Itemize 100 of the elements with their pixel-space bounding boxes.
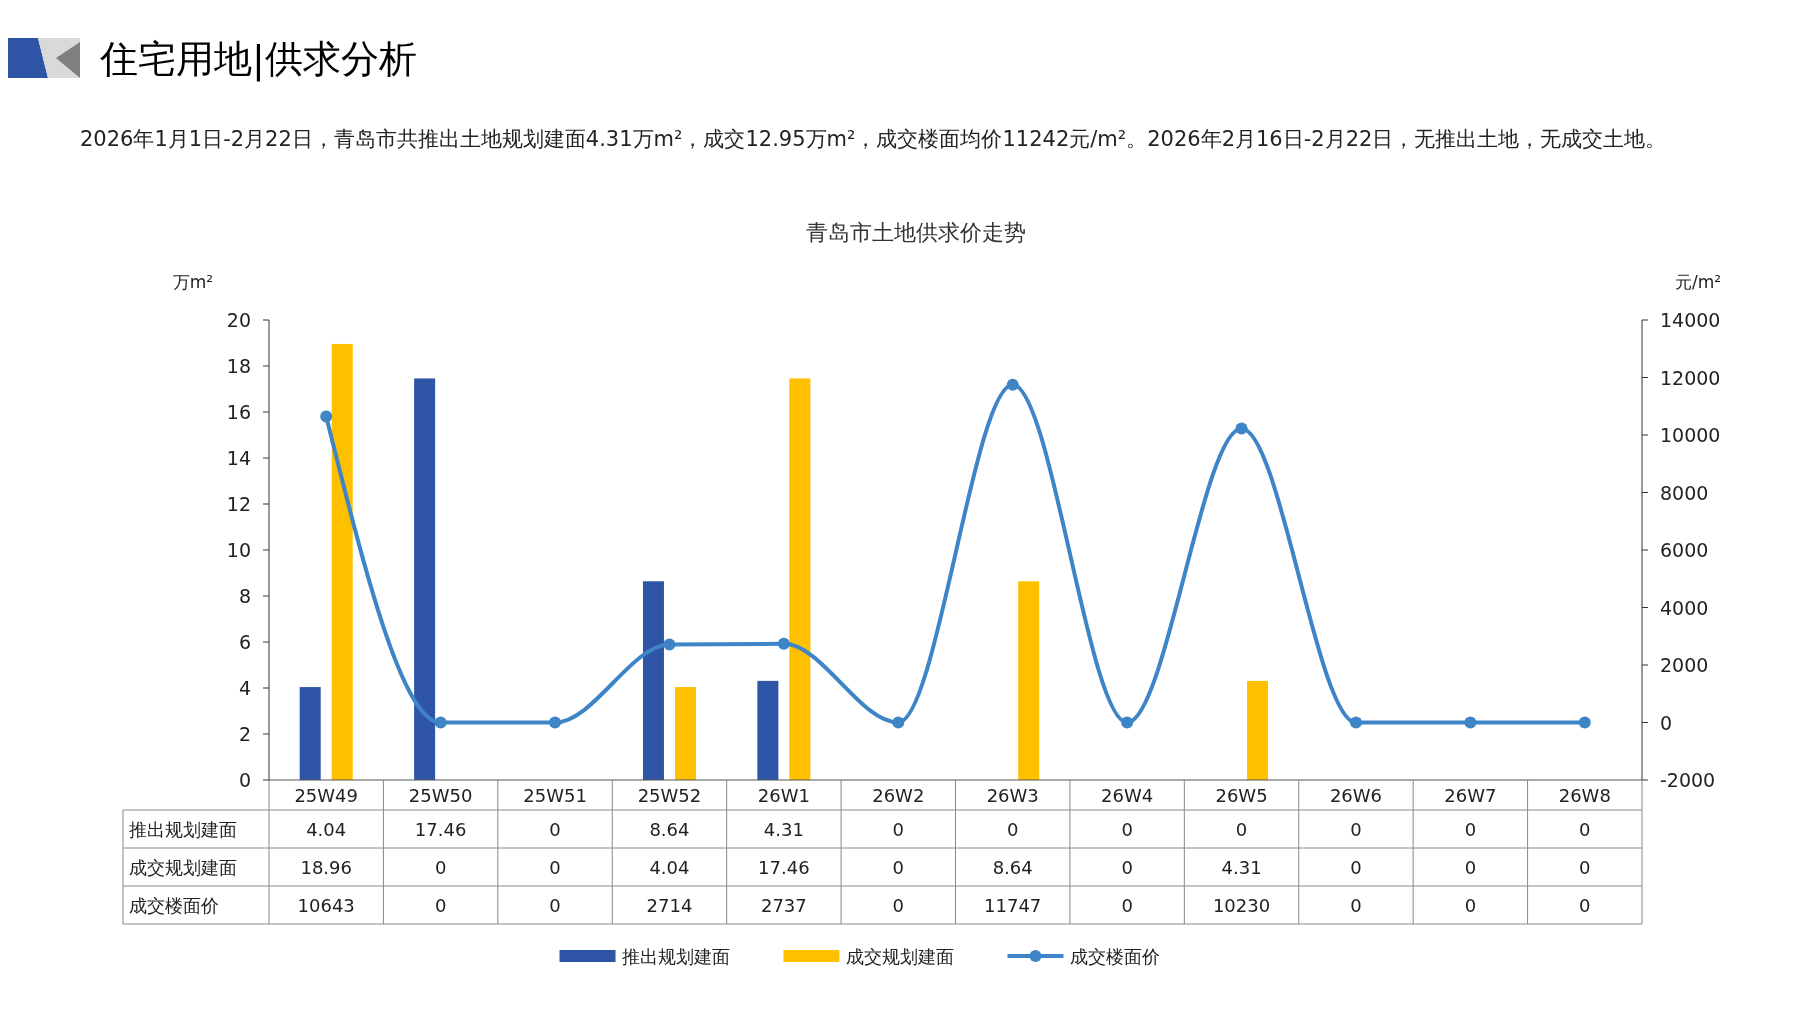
data-label: 17.46	[414, 819, 467, 840]
data-label: 0	[1579, 895, 1591, 916]
y2-tick-label: 12000	[1660, 366, 1721, 389]
legend-label: 成交规划建面	[845, 946, 954, 967]
data-label: 0	[1350, 895, 1362, 916]
data-label: 0	[1006, 819, 1019, 840]
y-tick-label: 0	[238, 769, 251, 791]
y2-tick-label: 8000	[1660, 481, 1709, 504]
y2-axis-title: 元/m²	[1674, 272, 1722, 292]
y2-tick-label: 14000	[1660, 309, 1721, 331]
bar	[414, 378, 436, 780]
data-label: 4.31	[1221, 857, 1262, 878]
point	[892, 716, 905, 729]
data-label: 17.46	[758, 857, 810, 878]
point	[1349, 716, 1362, 729]
data-label: 2737	[760, 895, 807, 916]
y-tick-label: 14	[226, 447, 251, 469]
point	[320, 410, 333, 423]
bar	[674, 687, 696, 780]
point	[777, 637, 790, 650]
y2-tick-label: 0	[1660, 711, 1673, 734]
x-tick-label: 25W50	[408, 785, 473, 806]
y-tick-label: 6	[238, 631, 251, 653]
data-label: 4.04	[649, 857, 690, 878]
y2-tick-label: 2000	[1660, 654, 1709, 676]
data-label: 11747	[984, 895, 1042, 916]
x-tick-label: 26W3	[986, 785, 1039, 806]
data-label: 2714	[646, 895, 693, 916]
legend-label: 成交楼面价	[1069, 946, 1160, 967]
data-label: 4.04	[306, 819, 347, 840]
text: 成交楼面价	[129, 895, 219, 916]
point	[1006, 378, 1019, 391]
point	[1121, 716, 1134, 729]
point	[663, 638, 676, 651]
y2-tick-label: -2000	[1660, 769, 1716, 791]
y-tick-label: 4	[238, 677, 251, 699]
data-label: 0	[1121, 895, 1133, 916]
bar	[642, 581, 664, 780]
data-label: 0	[1464, 895, 1477, 916]
data-label: 0	[549, 819, 561, 840]
y-tick-label: 16	[226, 401, 251, 423]
x-tick-label: 26W1	[757, 785, 810, 806]
data-label: 0	[892, 857, 905, 878]
data-label: 10230	[1212, 895, 1271, 916]
point	[434, 716, 447, 729]
bar	[1247, 680, 1269, 780]
x-tick-label: 25W49	[294, 785, 359, 806]
legend-label: 推出规划建面	[621, 946, 730, 967]
bar	[1018, 581, 1040, 780]
data-label: 0	[1579, 857, 1591, 878]
x-tick-label: 26W8	[1558, 785, 1611, 806]
y-axis-title: 万m²	[172, 272, 214, 292]
data-label: 0	[434, 895, 447, 916]
y-tick-label: 10	[226, 539, 251, 561]
x-tick-label: 26W4	[1101, 785, 1154, 806]
data-label: 0	[1121, 819, 1133, 840]
bar	[789, 378, 811, 780]
y-tick-label: 8	[238, 585, 251, 607]
y-tick-label: 20	[226, 309, 251, 331]
data-label: 4.31	[763, 819, 804, 840]
y2-tick-label: 10000	[1660, 424, 1721, 446]
bar	[299, 687, 321, 780]
chart-subtitle: 2026年1月1日-2月22日，青岛市共推出土地规划建面4.31万m²，成交12.95万m²，成交楼面均价11242元/m²。2026年2月16日-2月22日，无推出土地，无成交土地。	[80, 127, 1667, 151]
chart-title: 青岛市土地供求价走势	[805, 220, 1026, 245]
data-label: 0	[1350, 857, 1362, 878]
point	[1235, 422, 1248, 435]
bar	[331, 343, 353, 780]
x-tick-label: 25W51	[523, 785, 587, 806]
data-label: 0	[1464, 819, 1477, 840]
point	[1578, 716, 1591, 729]
text: 住宅用地|供求分析	[99, 37, 417, 82]
y-tick-label: 12	[226, 493, 251, 515]
y-tick-label: 18	[226, 355, 251, 377]
data-label: 0	[434, 857, 447, 878]
data-label: 0	[1464, 857, 1477, 878]
bar	[757, 680, 779, 780]
x-tick-label: 26W7	[1444, 785, 1497, 806]
x-tick-label: 26W2	[872, 785, 925, 806]
data-label: 0	[549, 857, 561, 878]
y2-tick-label: 4000	[1660, 596, 1709, 619]
data-label: 0	[892, 819, 905, 840]
data-label: 10643	[297, 895, 355, 916]
x-tick-label: 25W52	[637, 785, 702, 806]
y-tick-label: 2	[238, 723, 251, 745]
text: 成交规划建面	[129, 857, 237, 878]
data-label: 0	[1350, 819, 1362, 840]
data-label: 8.64	[992, 857, 1033, 878]
data-label: 0	[1121, 857, 1133, 878]
data-label: 18.96	[300, 857, 352, 878]
point	[1464, 716, 1477, 729]
data-label: 0	[1579, 819, 1591, 840]
point	[549, 716, 562, 729]
y2-tick-label: 6000	[1660, 539, 1709, 561]
x-tick-label: 26W5	[1215, 785, 1268, 806]
data-label: 0	[1235, 819, 1248, 840]
x-tick-label: 26W6	[1329, 785, 1383, 806]
data-label: 0	[549, 895, 561, 916]
data-label: 8.64	[649, 819, 690, 840]
text: 推出规划建面	[129, 819, 237, 840]
data-label: 0	[892, 895, 905, 916]
